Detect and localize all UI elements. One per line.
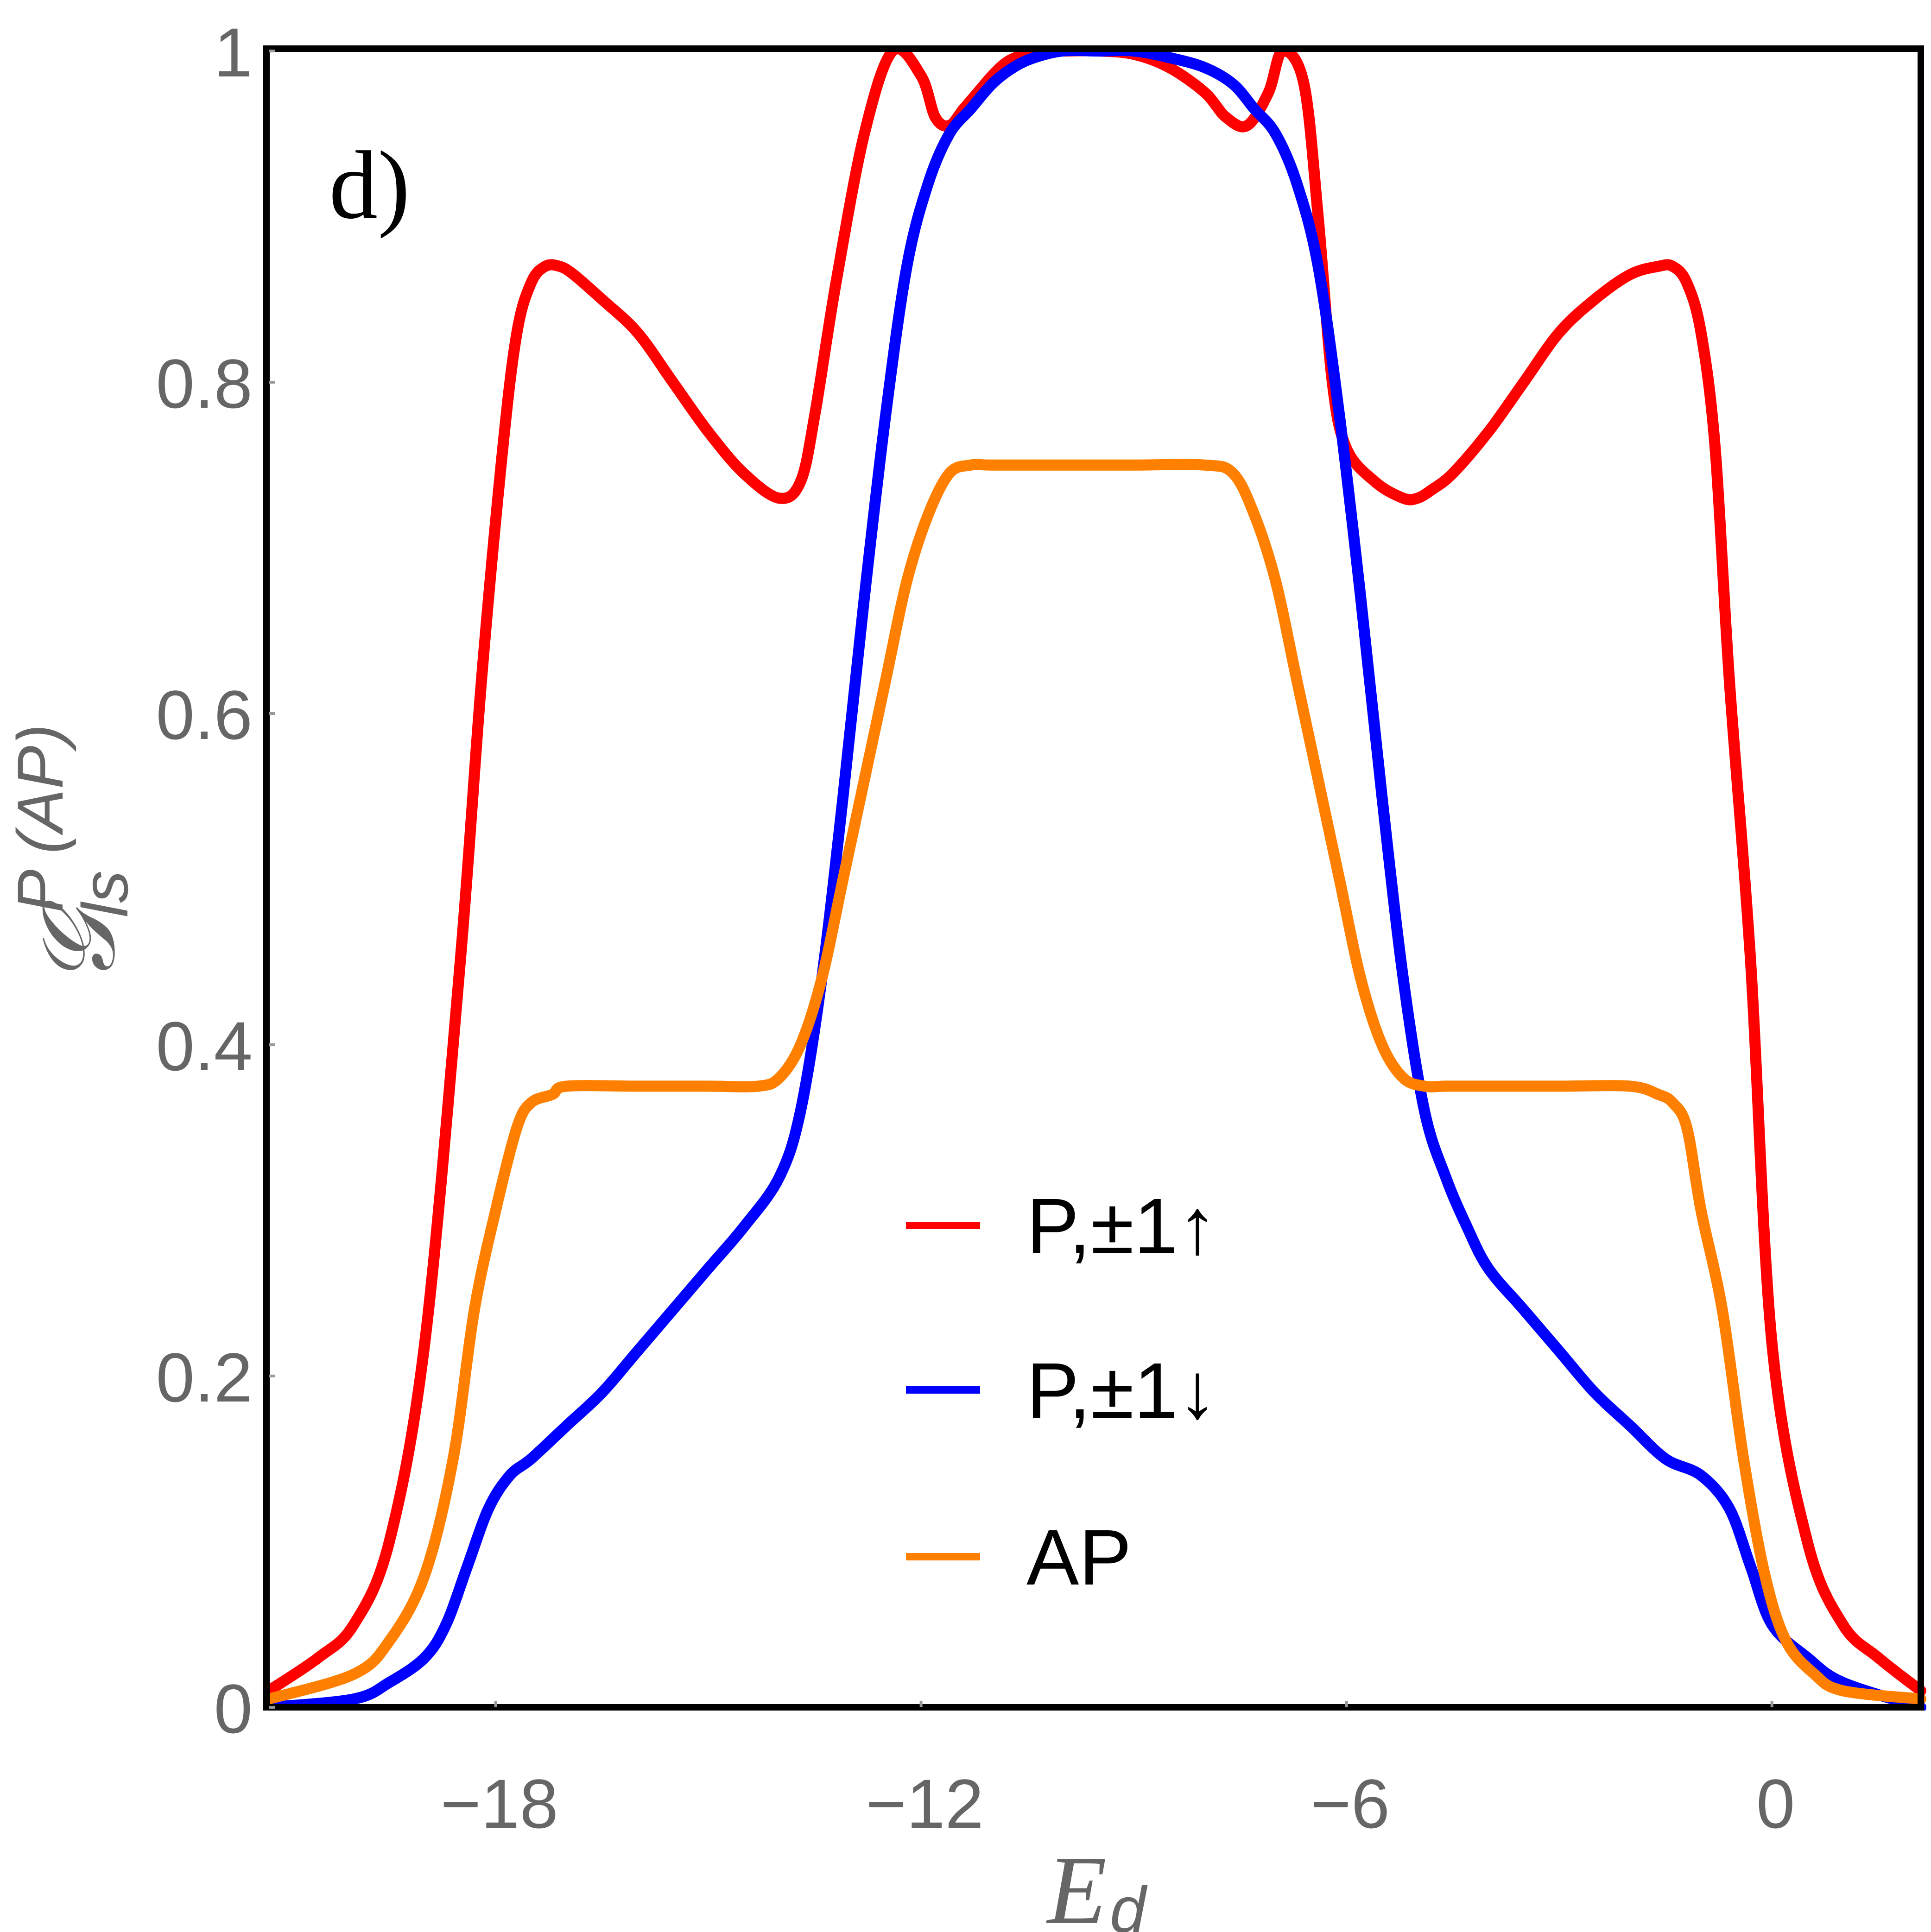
series-layer bbox=[269, 51, 1926, 1711]
legend-label: AP bbox=[1026, 1514, 1132, 1602]
series-ap-line bbox=[269, 459, 1926, 1705]
y-axis-title-sub: ls bbox=[69, 871, 141, 917]
x-tick-label: −12 bbox=[866, 1765, 983, 1843]
x-tick-label: 0 bbox=[1756, 1765, 1795, 1843]
x-tick-label: −6 bbox=[1311, 1765, 1390, 1843]
x-axis-title: E d bbox=[1046, 1837, 1148, 1932]
legend: P,±1↑ P,±1↓ AP bbox=[906, 1182, 1217, 1602]
y-tick-label: 0.8 bbox=[156, 345, 253, 423]
legend-entry: P,±1↓ bbox=[906, 1347, 1217, 1435]
y-tick-label: 0.6 bbox=[156, 676, 253, 754]
x-tick-label: −18 bbox=[440, 1765, 558, 1843]
series-p-plus-minus-1-down-line bbox=[269, 51, 1926, 1711]
legend-label: P,±1↓ bbox=[1026, 1347, 1217, 1435]
y-axis-title: 𝒢 ls P (AP) bbox=[4, 724, 141, 987]
x-axis-title-main: E bbox=[1046, 1837, 1107, 1932]
series-p-plus-minus-1-up-line bbox=[269, 51, 1926, 1697]
legend-label: P,±1↑ bbox=[1026, 1182, 1217, 1270]
y-tick-label: 1 bbox=[214, 13, 253, 91]
y-tick-label: 0.4 bbox=[156, 1007, 253, 1085]
legend-entry: P,±1↑ bbox=[906, 1182, 1217, 1270]
tick-layer: −18 −12 −6 0 0 0.2 0.4 0.6 0.8 1 bbox=[156, 13, 1795, 1843]
panel-label: d) bbox=[329, 132, 410, 239]
y-tick-label: 0.2 bbox=[156, 1339, 253, 1416]
legend-entry: AP bbox=[906, 1514, 1132, 1602]
plot-frame bbox=[263, 45, 1924, 1711]
y-axis-title-sup: P (AP) bbox=[4, 724, 76, 913]
y-tick-label: 0 bbox=[214, 1670, 253, 1748]
x-axis-title-sub: d bbox=[1110, 1873, 1148, 1932]
